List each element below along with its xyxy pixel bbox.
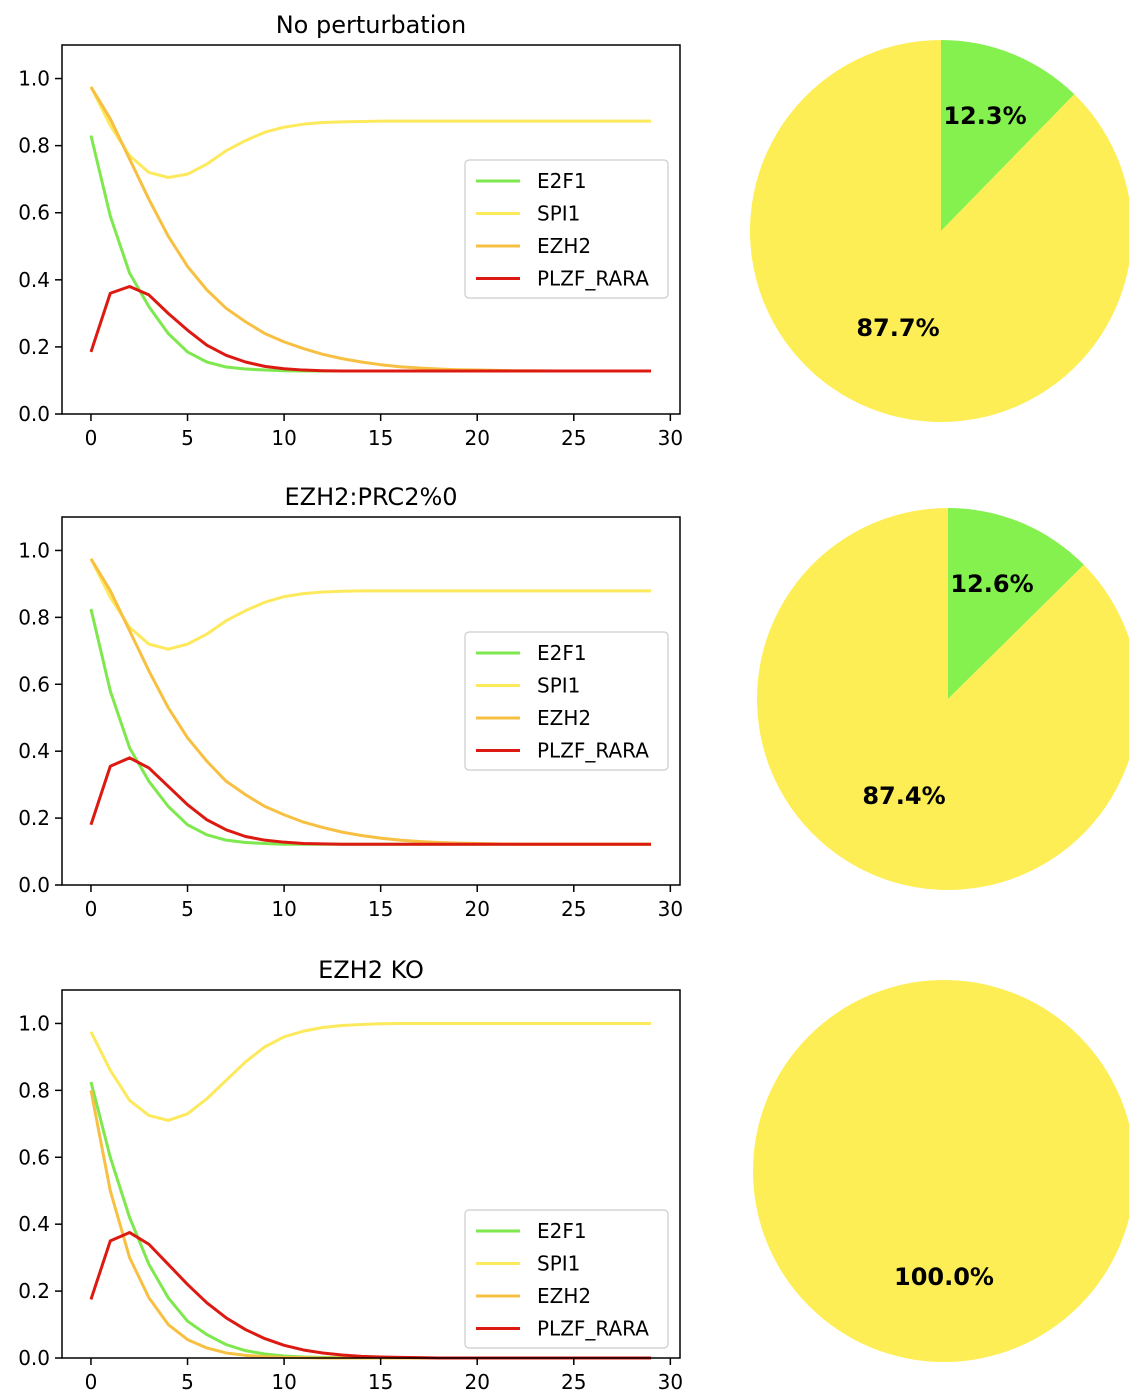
legend: E2F1 SPI1 EZH2 PLZF_RARA: [464, 1209, 669, 1349]
axes-frame: [61, 44, 681, 415]
pie-slice: [753, 980, 1129, 1362]
y-tick-label: 1.0: [18, 1011, 50, 1035]
y-tick-label: 0.2: [18, 806, 50, 830]
pie-slice-label: 100.0%: [894, 1263, 994, 1291]
legend-label: E2F1: [537, 641, 587, 665]
x-tick-label: 30: [658, 897, 683, 921]
x-tick-label: 0: [85, 1370, 98, 1390]
x-tick-label: 10: [271, 1370, 296, 1390]
x-tick-label: 25: [561, 1370, 586, 1390]
legend-label: SPI1: [537, 674, 580, 698]
legend: E2F1 SPI1 EZH2 PLZF_RARA: [464, 631, 669, 771]
x-tick-label: 15: [368, 1370, 393, 1390]
x-tick-label: 25: [561, 897, 586, 921]
x-tick-label: 10: [271, 426, 296, 450]
x-tick-label: 20: [464, 1370, 489, 1390]
pie-slice-label: 87.7%: [856, 314, 939, 342]
x-tick-label: 15: [368, 897, 393, 921]
chart-title: EZH2:PRC2%0: [284, 483, 457, 511]
legend-label: EZH2: [537, 234, 591, 258]
legend-label: EZH2: [537, 706, 591, 730]
legend-label: E2F1: [537, 169, 587, 193]
legend-label: PLZF_RARA: [537, 1317, 649, 1341]
chart-title: No perturbation: [276, 11, 467, 39]
legend: E2F1 SPI1 EZH2 PLZF_RARA: [464, 159, 669, 299]
legend-box: [464, 631, 669, 771]
chart-title: EZH2 KO: [318, 956, 424, 984]
series-line-spi1: [89, 558, 652, 651]
legend-box: [464, 159, 669, 299]
x-tick-label: 20: [464, 426, 489, 450]
x-tick-label: 10: [271, 897, 296, 921]
y-tick-label: 1.0: [18, 67, 50, 91]
axes-frame: [61, 989, 681, 1359]
y-tick-label: 0.4: [18, 268, 50, 292]
y-tick-label: 0.8: [18, 134, 50, 158]
x-tick-label: 0: [85, 426, 98, 450]
legend-label: EZH2: [537, 1284, 591, 1308]
y-tick-label: 0.4: [18, 739, 50, 763]
pie-slice: [757, 508, 1129, 890]
y-tick-label: 0.8: [18, 605, 50, 629]
pie-slice: [941, 40, 1075, 231]
series-line-plzf-rara: [89, 285, 652, 373]
x-tick-label: 30: [658, 1370, 683, 1390]
y-tick-label: 0.0: [18, 1346, 50, 1370]
series-line-spi1: [89, 1021, 652, 1122]
legend-label: PLZF_RARA: [537, 739, 649, 763]
legend-label: E2F1: [537, 1219, 587, 1243]
legend-box: [464, 1209, 669, 1349]
x-tick-label: 15: [368, 426, 393, 450]
x-tick-label: 0: [85, 897, 98, 921]
pie-chart-2: 12.6% 87.4%: [757, 508, 1129, 890]
y-tick-label: 0.4: [18, 1212, 50, 1236]
pie-slice: [750, 40, 1129, 422]
legend-label: SPI1: [537, 202, 580, 226]
x-tick-label: 30: [658, 426, 683, 450]
y-tick-label: 0.6: [18, 201, 50, 225]
series-line-plzf-rara: [89, 756, 652, 846]
line-chart-3: EZH2 KO 0 5 10 15 20 25 30 0.0 0.2 0.4 0.6 0.8 1.0 E2F…: [18, 956, 683, 1390]
axes-frame: [61, 516, 681, 886]
pie-chart-1: 12.3% 87.7%: [750, 40, 1129, 422]
pie-slice-label: 12.3%: [943, 102, 1026, 130]
y-tick-label: 0.8: [18, 1078, 50, 1102]
line-chart-1: No perturbation 0 5 10 15 20 25 30 0.0 0.2 0.4 0.6 0…: [18, 11, 683, 450]
line-chart-2: EZH2:PRC2%0 0 5 10 15 20 25 30 0.0 0.2 0.4 0.6 0.8 1.…: [18, 483, 683, 921]
x-tick-label: 5: [181, 1370, 194, 1390]
legend-label: PLZF_RARA: [537, 267, 649, 291]
x-tick-label: 25: [561, 426, 586, 450]
pie-slice-label: 87.4%: [862, 782, 945, 810]
y-tick-label: 0.0: [18, 873, 50, 897]
y-tick-label: 0.2: [18, 335, 50, 359]
x-tick-label: 20: [464, 897, 489, 921]
y-tick-label: 1.0: [18, 538, 50, 562]
x-tick-label: 5: [181, 897, 194, 921]
pie-slice: [948, 508, 1084, 699]
pie-chart-3: 100.0%: [753, 980, 1129, 1362]
y-tick-label: 0.2: [18, 1279, 50, 1303]
series-line-spi1: [89, 86, 652, 179]
pie-slice-label: 12.6%: [950, 570, 1033, 598]
y-tick-label: 0.6: [18, 1145, 50, 1169]
y-tick-label: 0.0: [18, 402, 50, 426]
legend-label: SPI1: [537, 1252, 580, 1276]
x-tick-label: 5: [181, 426, 194, 450]
y-tick-label: 0.6: [18, 672, 50, 696]
